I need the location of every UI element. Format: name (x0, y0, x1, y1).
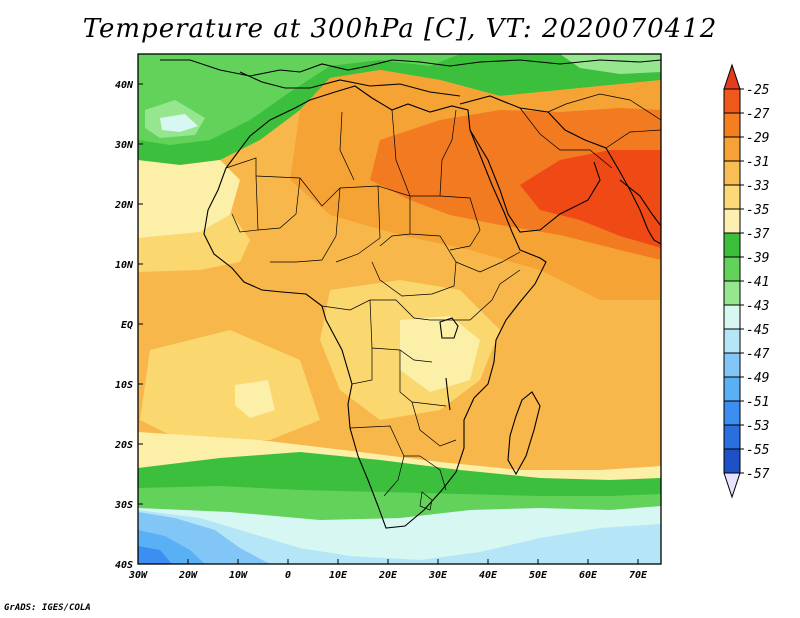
lon-tick-label: 70E (629, 570, 648, 581)
colorbar-bottom-arrow (723, 472, 741, 499)
colorbar-box (723, 328, 741, 354)
lon-tick-label: 50E (529, 570, 548, 581)
temperature-field (138, 54, 661, 564)
colorbar-box (723, 448, 741, 474)
field-nw-t35 (138, 160, 240, 240)
colorbar-box (723, 160, 741, 186)
colorbar-label: -57 (746, 467, 770, 482)
field-atlantic-t35 (235, 380, 275, 418)
colorbar-box (723, 352, 741, 378)
field-ne-t25 (520, 150, 661, 248)
colorbar-label: -27 (746, 107, 770, 122)
colorbar-box (723, 112, 741, 138)
field-nw-t33 (138, 214, 250, 272)
colorbar-label: -25 (746, 83, 770, 98)
lat-tick-label: 20S (114, 440, 133, 451)
field-atlantic-t33 (140, 330, 320, 440)
colorbar-label: -45 (746, 323, 770, 338)
colorbar-label: -47 (746, 347, 770, 362)
colorbar-label: -49 (746, 371, 769, 386)
colorbar-box (723, 232, 741, 258)
field-ne-t41 (560, 54, 661, 74)
lon-tick-label: 20W (178, 570, 198, 581)
colorbar-label: -31 (746, 155, 769, 170)
colorbar-box (723, 424, 741, 450)
lat-tick-label: 20N (114, 200, 134, 211)
country-borders (225, 93, 661, 511)
colorbar-label: -41 (746, 275, 769, 290)
lat-tick-label: 30S (114, 500, 133, 511)
lon-tick-label: 30W (128, 570, 148, 581)
colorbar-label: -43 (746, 299, 769, 314)
colorbar-label: -37 (746, 227, 770, 242)
map-axes: 30W 20W 10W 0 10E 20E 30E 40E 50E 60E 70E 40N 30N 20N… (114, 80, 648, 581)
madagascar-coastline (507, 391, 541, 476)
colorbar-box (723, 184, 741, 210)
mediterranean-coastline (239, 71, 461, 97)
field-south-t45 (138, 510, 661, 564)
colorbar-box (723, 304, 741, 330)
map-frame (137, 53, 662, 565)
lon-tick-label: 20E (378, 570, 398, 581)
field-eq-t35 (400, 316, 480, 392)
india-coastline (619, 179, 661, 227)
colorbar: -25 -27 -29 -31 -33 -35 -37 -39 -41 -43 -45 -47 -49 -… (723, 63, 770, 499)
lon-tick-label: 10W (229, 570, 248, 581)
lat-tick-label: 10S (115, 380, 133, 391)
colorbar-label: -55 (746, 443, 770, 458)
credit-text: GrADS: IGES/COLA (4, 603, 91, 613)
colorbar-box (723, 376, 741, 402)
lake-malawi (445, 377, 451, 411)
colorbar-label: -51 (746, 395, 769, 410)
lon-tick-label: 40E (479, 570, 498, 581)
europe-coastline (160, 59, 661, 77)
lat-tick-label: 40S (115, 560, 133, 571)
colorbar-label: -29 (746, 131, 769, 146)
lat-tick-label: EQ (121, 320, 133, 331)
colorbar-box (723, 256, 741, 282)
field-north-t39 (138, 54, 460, 145)
field-north-t43 (160, 114, 198, 132)
map-title: Temperature at 300hPa [C], VT: 202007041… (82, 14, 718, 44)
field-south-t51 (138, 546, 172, 564)
colorbar-label: -35 (746, 203, 770, 218)
lat-tick-label: 10N (115, 260, 134, 271)
lon-tick-label: 30E (428, 570, 448, 581)
colorbar-box (723, 136, 741, 162)
lon-tick-label: 0 (285, 570, 291, 581)
colorbar-box (723, 280, 741, 306)
lon-tick-label: 10E (329, 570, 348, 581)
colorbar-label: -39 (746, 251, 769, 266)
colorbar-box (723, 208, 741, 234)
colorbar-label: -53 (746, 419, 769, 434)
colorbar-box (723, 88, 741, 114)
colorbar-box (723, 400, 741, 426)
lon-tick-label: 60E (579, 570, 598, 581)
lat-tick-label: 30N (114, 140, 134, 151)
lake-victoria (439, 317, 459, 339)
colorbar-label: -33 (746, 179, 769, 194)
lat-tick-label: 40N (115, 80, 134, 91)
africa-coastline (203, 85, 547, 529)
colorbar-top-arrow (723, 63, 741, 90)
